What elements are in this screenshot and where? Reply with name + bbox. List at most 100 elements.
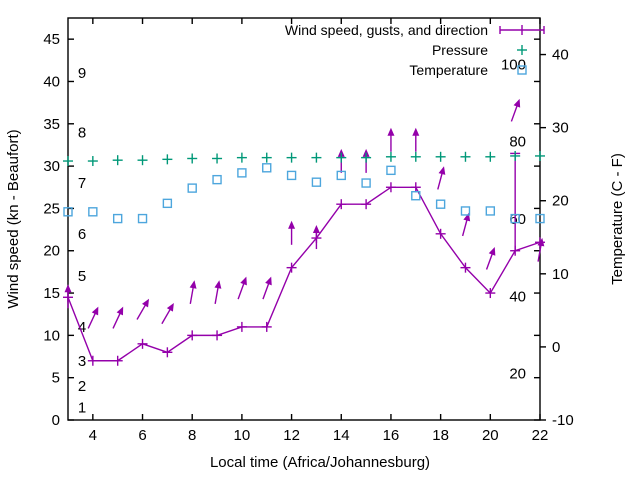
left-beaufort-labels: 1 2 3 4 5 6 7 8 9 <box>78 65 86 416</box>
series-layer <box>63 98 545 366</box>
temperature-point <box>112 213 123 224</box>
x-axis-title: Local time (Africa/Johannesburg) <box>210 454 430 471</box>
left-tick-label: 20 <box>43 243 60 260</box>
wind-direction-arrow <box>112 306 124 329</box>
wind-speed-point <box>336 199 347 210</box>
x-tick-label: 22 <box>532 427 549 444</box>
pressure-point <box>162 154 173 165</box>
pressure-point <box>385 151 396 162</box>
series-pressure <box>63 150 545 167</box>
pressure-point <box>485 151 496 162</box>
right-tick-label: 10 <box>552 266 569 283</box>
x-tick-label: 16 <box>383 427 400 444</box>
temperature-point <box>137 213 148 224</box>
wind-direction-arrow <box>288 220 296 245</box>
pressure-point <box>311 152 322 163</box>
temperature-point <box>535 213 545 224</box>
pressure-point <box>261 152 272 163</box>
wind-speed-point <box>162 347 173 358</box>
wind-direction-arrow <box>214 280 222 305</box>
right-tick-label: 40 <box>552 47 569 64</box>
x-tick-label: 6 <box>138 427 146 444</box>
right-axis-ticks: -10 0 10 20 30 40 <box>540 47 574 429</box>
fahrenheit-label: 100 <box>501 56 526 73</box>
y-axis-title-right: Temperature (C - F) <box>609 153 626 285</box>
temperature-point <box>286 170 297 181</box>
pressure-point <box>137 155 148 166</box>
temperature-point <box>311 177 322 187</box>
beaufort-label: 8 <box>78 124 86 141</box>
right-tick-label: 30 <box>552 120 569 137</box>
pressure-point <box>336 152 347 163</box>
wind-direction-arrow <box>437 166 446 190</box>
temperature-point <box>187 183 197 193</box>
beaufort-label: 3 <box>78 353 86 370</box>
temperature-point <box>237 168 247 178</box>
temperature-point <box>435 199 446 209</box>
wind-direction-arrow <box>387 127 395 152</box>
wind-speed-point <box>485 288 496 299</box>
wind-speed-point <box>385 182 396 193</box>
temperature-point <box>510 213 520 224</box>
temperature-point <box>162 198 173 209</box>
legend-label: Wind speed, gusts, and direction <box>285 22 488 38</box>
x-tick-label: 20 <box>482 427 499 444</box>
wind-direction-arrow <box>510 98 521 122</box>
temperature-point <box>63 207 73 217</box>
beaufort-label: 9 <box>78 65 86 82</box>
wind-speed-point <box>410 182 421 193</box>
y-axis-title: Wind speed (kn - Beaufort) <box>5 129 22 308</box>
x-tick-label: 4 <box>89 427 97 444</box>
wind-speed-point <box>236 321 247 332</box>
x-tick-label: 12 <box>283 427 300 444</box>
pressure-point <box>187 153 198 164</box>
wind-speed-point <box>212 330 223 341</box>
wind-direction-arrow <box>136 298 150 320</box>
legend-marker-pressure <box>517 45 527 55</box>
left-tick-label: 25 <box>43 200 60 217</box>
pressure-point <box>435 151 446 162</box>
temperature-point <box>212 174 222 185</box>
pressure-point <box>510 150 521 161</box>
temperature-point <box>411 191 421 201</box>
temperature-point <box>485 206 496 216</box>
right-tick-label: 0 <box>552 339 560 356</box>
pressure-point <box>212 153 223 164</box>
x-tick-label: 10 <box>234 427 251 444</box>
pressure-point <box>63 156 73 167</box>
fahrenheit-label: 20 <box>509 366 526 383</box>
beaufort-label: 2 <box>78 378 86 395</box>
left-tick-label: 0 <box>52 412 60 429</box>
wind-speed-point <box>137 338 148 349</box>
left-tick-label: 10 <box>43 327 60 344</box>
wind-direction-arrow <box>64 284 72 309</box>
wind-speed-point <box>286 262 297 273</box>
wind-direction-arrow <box>412 127 420 152</box>
wind-speed-point <box>261 321 272 332</box>
x-axis-ticks: 4 6 8 10 12 14 16 18 20 22 <box>89 18 549 444</box>
fahrenheit-label: 80 <box>509 134 526 151</box>
pressure-point <box>361 152 372 163</box>
left-tick-label: 35 <box>43 116 60 133</box>
legend-label: Temperature <box>409 62 488 78</box>
wind-speed-point <box>112 355 123 366</box>
left-tick-label: 40 <box>43 73 60 90</box>
wind-speed-point <box>460 262 471 273</box>
beaufort-label: 4 <box>78 319 86 336</box>
gust-errorbar <box>510 152 521 251</box>
pressure-point <box>460 151 471 162</box>
wind-direction-arrow <box>485 246 496 270</box>
wind-direction-arrow <box>189 280 197 305</box>
beaufort-label: 1 <box>78 399 86 416</box>
pressure-point <box>410 151 421 162</box>
wind-direction-arrow <box>237 276 247 300</box>
wind-direction-arrow <box>312 225 320 250</box>
left-tick-label: 45 <box>43 31 60 48</box>
temperature-point <box>88 207 98 217</box>
wind-speed-point <box>187 330 198 341</box>
legend-marker-wind <box>499 25 545 35</box>
left-tick-label: 30 <box>43 158 60 175</box>
